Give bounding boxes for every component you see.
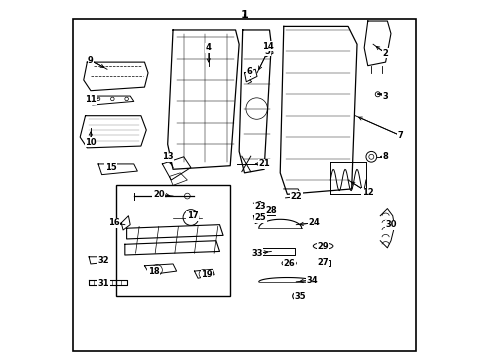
Text: 31: 31 [98,279,109,288]
Text: 34: 34 [306,275,318,284]
Text: 10: 10 [85,138,97,147]
Text: 19: 19 [201,270,212,279]
Text: 25: 25 [254,213,266,222]
Text: 7: 7 [396,131,402,140]
Text: 9: 9 [88,56,94,65]
Text: 22: 22 [290,192,302,201]
Bar [116,185,230,296]
Text: 13: 13 [162,152,173,161]
Text: 4: 4 [205,43,211,52]
Text: 8: 8 [382,152,387,161]
Text: 29: 29 [317,242,328,251]
Text: 24: 24 [307,219,319,228]
Text: 15: 15 [104,163,116,172]
Text: 16: 16 [108,219,120,228]
Text: 11: 11 [85,95,97,104]
Text: 5: 5 [264,47,270,56]
Text: 35: 35 [293,292,305,301]
Text: 14: 14 [261,41,273,50]
Text: 2: 2 [382,49,388,58]
Text: 32: 32 [98,256,109,265]
Text: 20: 20 [153,190,164,199]
Text: 3: 3 [382,91,387,100]
Text: 6: 6 [246,67,252,76]
Text: 27: 27 [317,258,328,267]
Text: 17: 17 [186,211,198,220]
Text: 33: 33 [251,249,262,258]
Text: 21: 21 [258,159,269,168]
Text: 23: 23 [254,202,266,211]
Text: 30: 30 [385,220,396,229]
Text: 28: 28 [265,206,277,215]
Text: 26: 26 [283,260,294,269]
Text: 12: 12 [361,188,373,197]
Text: 18: 18 [147,267,159,276]
Text: 1: 1 [240,10,248,20]
